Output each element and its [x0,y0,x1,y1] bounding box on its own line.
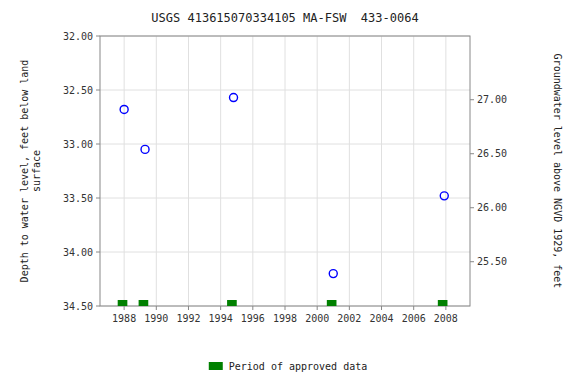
tick-label: 32.50 [63,85,93,96]
point [440,192,448,200]
grid [100,36,470,306]
tick [317,306,318,310]
tick [470,99,474,100]
grid-line [285,36,286,306]
point [329,270,337,278]
y-axis-label: Depth to water level, feet below landsur… [19,60,42,283]
tick [96,198,100,199]
grid-line [100,144,470,145]
tick [445,306,446,310]
period-bar [438,300,448,306]
tick-label: 26.50 [477,148,507,159]
grid-line [220,36,221,306]
grid-line [381,36,382,306]
point [230,94,238,102]
grid-line [100,90,470,91]
plot-area [118,94,449,306]
grid-line [100,252,470,253]
tick-label: 34.50 [63,301,93,312]
y2-axis-label: Groundwater level above NGVD 1929, feet [552,54,563,289]
tick [96,306,100,307]
tick [96,90,100,91]
grid-line [188,36,189,306]
tick [285,306,286,310]
tick [470,261,474,262]
tick-label: 1988 [112,313,136,324]
tick [252,306,253,310]
tick [96,252,100,253]
tick-label: 25.50 [477,256,507,267]
tick [156,306,157,310]
tick-label: 1994 [209,313,233,324]
tick-label: 32.00 [63,31,93,42]
title: USGS 413615070334105 MA-FSW 433-0064 [151,11,418,25]
y-axis-label-line: Depth to water level, feet below land [19,60,30,283]
tick [188,306,189,310]
period-bar [327,300,337,306]
y-axis: 32.00 32.50 33.00 33.50 34.00 34.50 Depth to w… [19,31,100,312]
tick-label: 33.00 [63,139,93,150]
tick-label: 2000 [305,313,329,324]
grid-line [156,36,157,306]
tick-label: 34.00 [63,247,93,258]
tick [381,306,382,310]
tick-label: 2004 [369,313,393,324]
y2-axis: 25.50 26.00 26.50 27.00 Groundwater level ab… [470,54,563,289]
tick-label: 1990 [144,313,168,324]
tick-label: 1992 [176,313,200,324]
tick [470,153,474,154]
grid-line [413,36,414,306]
tick-label: 2002 [337,313,361,324]
tick [220,306,221,310]
tick [470,207,474,208]
period-bar [118,300,128,306]
grid-line [100,198,470,199]
period-bar [227,300,237,306]
legend-label: Period of approved data [229,361,367,372]
tick [96,144,100,145]
y-axis-label-line: surface [31,150,42,192]
tick-label: 2008 [434,313,458,324]
tick-label: 33.50 [63,193,93,204]
grid-line [445,36,446,306]
plot-frame [100,36,470,306]
grid-line [349,36,350,306]
period-bar [139,300,149,306]
legend-swatch [209,362,223,370]
tick-label: 2006 [402,313,426,324]
grid-line [252,36,253,306]
grid-line [317,36,318,306]
legend: Period of approved data [209,361,367,372]
tick-label: 1996 [241,313,265,324]
grid-line [124,36,125,306]
tick [96,36,100,37]
x-axis: 1988 1990 1992 1994 1996 1998 2000 2002 2004 2006… [112,306,458,324]
tick [413,306,414,310]
tick [349,306,350,310]
tick [124,306,125,310]
tick-label: 1998 [273,313,297,324]
chart: USGS 413615070334105 MA-FSW 433-0064 1988… [0,0,576,384]
point [141,145,149,153]
tick-label: 27.00 [477,94,507,105]
tick-label: 26.00 [477,202,507,213]
point [120,105,128,113]
